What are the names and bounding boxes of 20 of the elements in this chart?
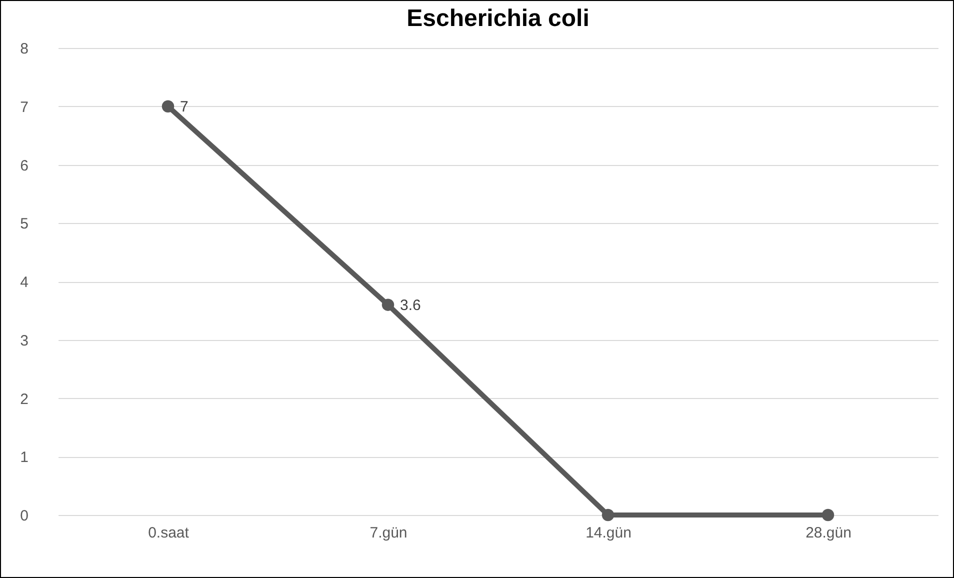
y-tick-label: 0 [20,508,28,524]
point [382,298,394,311]
y-tick-label: 1 [20,449,28,466]
x-tick-label: 0.saat [148,524,190,542]
y-tick-label: 2 [20,390,28,408]
x-tick-label: 28.gün [806,524,852,542]
data-label: 3.6 [400,296,421,314]
y-tick-label: 4 [20,274,28,291]
data-label: 7 [180,98,188,116]
y-tick-label: 8 [20,40,28,58]
x-tick-label: 14.gün [586,524,632,542]
y-tick-label: 3 [20,332,28,350]
y-tick-label: 6 [20,157,28,174]
point [162,100,174,112]
chart-title: Escherichia coli [406,5,590,32]
y-tick-label: 5 [20,216,28,233]
x-tick-label: 7.gün [370,524,408,542]
y-tick-label: 7 [20,98,28,116]
point [822,508,834,522]
point [602,508,614,522]
